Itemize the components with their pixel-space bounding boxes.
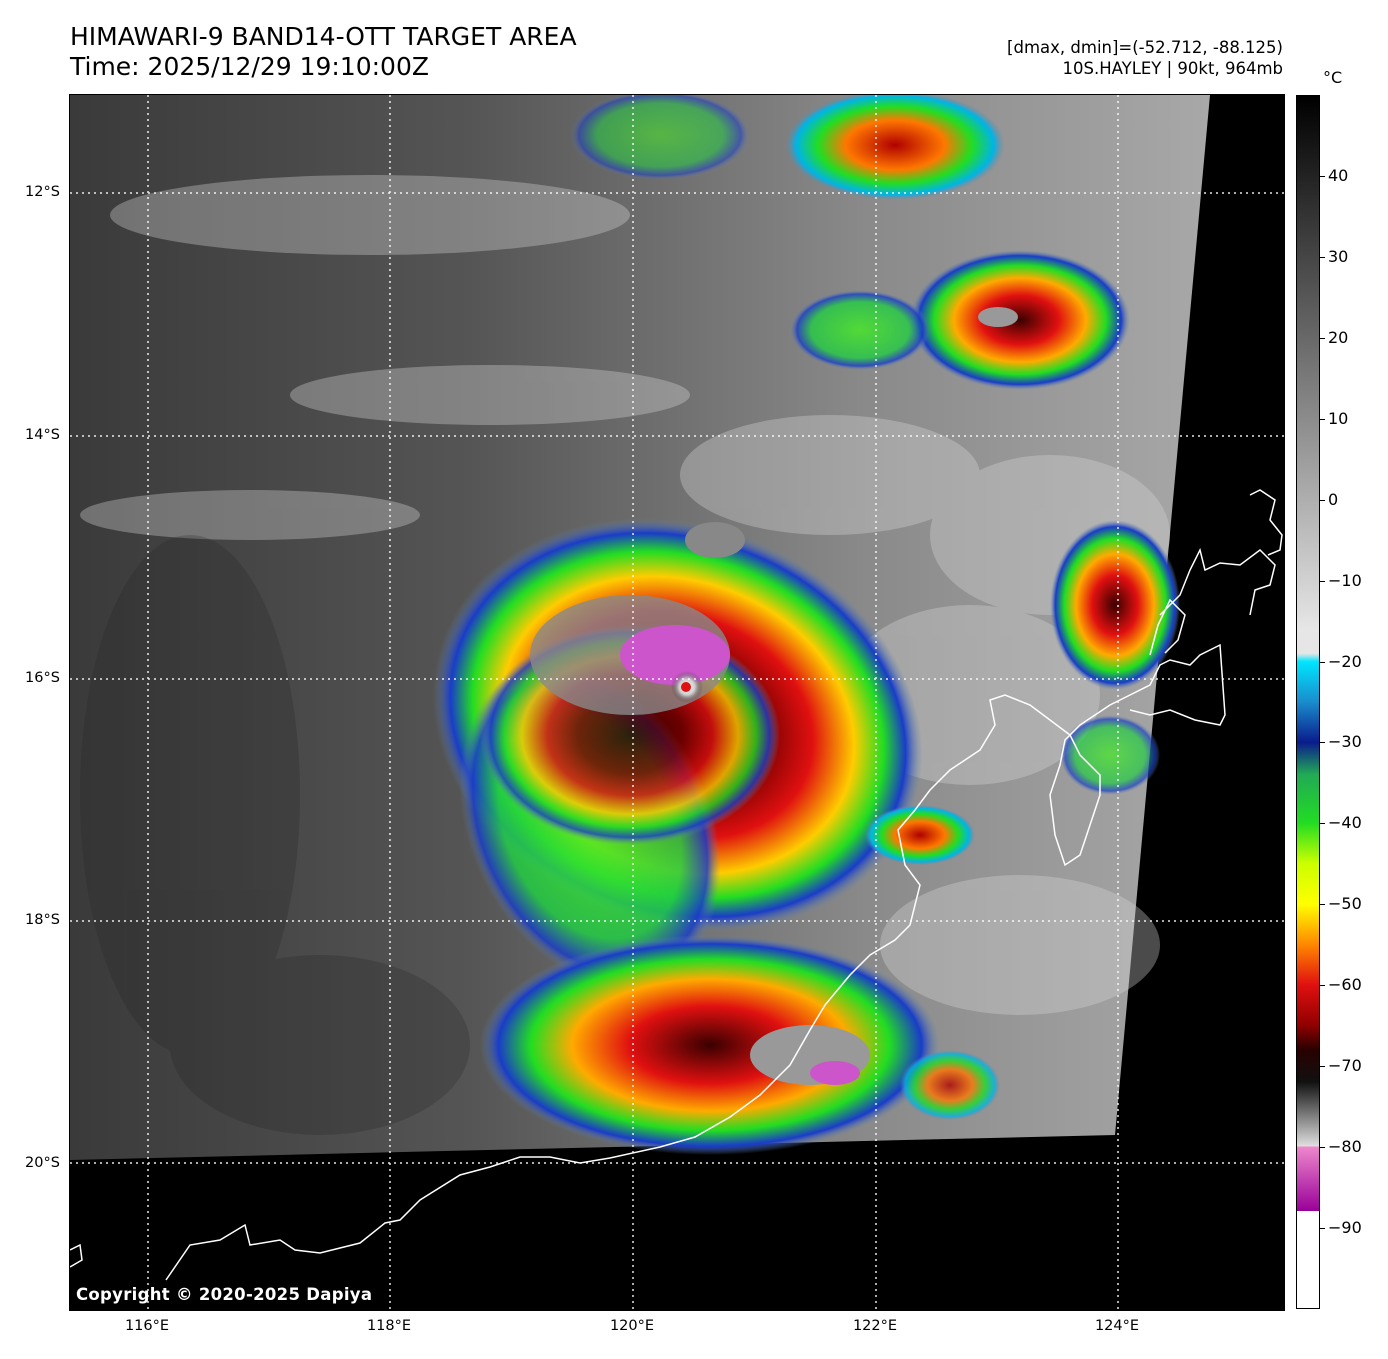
colorbar-tick bbox=[1320, 904, 1325, 906]
lon-label-118e: 118°E bbox=[366, 1318, 412, 1334]
colorbar-tick-label: −10 bbox=[1328, 570, 1362, 590]
colorbar-tick bbox=[1320, 985, 1325, 987]
colorbar-tick-label: −30 bbox=[1328, 732, 1362, 752]
lon-label-116e: 116°E bbox=[124, 1318, 170, 1334]
satellite-imagery bbox=[70, 95, 1284, 1310]
lat-label-20s: 20°S bbox=[25, 1155, 60, 1171]
satellite-map[interactable]: Copyright © 2020-2025 Dapiya bbox=[69, 94, 1285, 1311]
colorbar-tick-label: 30 bbox=[1328, 246, 1349, 266]
colorbar-tick bbox=[1320, 823, 1325, 825]
lat-label-18s: 18°S bbox=[25, 912, 60, 928]
lat-label-16s: 16°S bbox=[25, 670, 60, 686]
lon-label-122e: 122°E bbox=[852, 1318, 898, 1334]
colorbar-tick-label: 20 bbox=[1328, 327, 1349, 347]
colorbar-tick bbox=[1320, 256, 1325, 258]
colorbar-tick bbox=[1320, 1147, 1325, 1149]
storm-info: 10S.HAYLEY | 90kt, 964mb bbox=[1062, 59, 1283, 78]
temperature-colorbar bbox=[1296, 95, 1320, 1309]
colorbar-tick bbox=[1320, 337, 1325, 339]
colorbar-tick-label: 0 bbox=[1328, 489, 1339, 509]
colorbar-tick bbox=[1320, 1066, 1325, 1068]
colorbar-tick bbox=[1320, 499, 1325, 501]
lat-label-14s: 14°S bbox=[25, 427, 60, 443]
colorbar-tick-label: −70 bbox=[1328, 1056, 1362, 1076]
dmax-dmin-readout: [dmax, dmin]=(-52.712, -88.125) bbox=[1007, 38, 1283, 57]
colorbar-tick bbox=[1320, 580, 1325, 582]
image-title: HIMAWARI-9 BAND14-OTT TARGET AREA bbox=[70, 22, 577, 51]
image-timestamp: Time: 2025/12/29 19:10:00Z bbox=[70, 52, 429, 81]
colorbar-tick-label: −40 bbox=[1328, 813, 1362, 833]
colorbar-tick bbox=[1320, 1228, 1325, 1230]
colorbar-tick bbox=[1320, 418, 1325, 420]
lon-label-124e: 124°E bbox=[1094, 1318, 1140, 1334]
colorbar-tick-label: −90 bbox=[1328, 1218, 1362, 1238]
colorbar-tick-label: −80 bbox=[1328, 1137, 1362, 1157]
colorbar-tick bbox=[1320, 175, 1325, 177]
colorbar-tick-label: 10 bbox=[1328, 408, 1349, 428]
colorbar-tick-label: 40 bbox=[1328, 165, 1349, 185]
lon-label-120e: 120°E bbox=[609, 1318, 655, 1334]
colorbar-tick-label: −60 bbox=[1328, 975, 1362, 995]
lat-label-12s: 12°S bbox=[25, 184, 60, 200]
colorbar-tick-label: −20 bbox=[1328, 651, 1362, 671]
colorbar-unit: °C bbox=[1323, 68, 1343, 87]
copyright-notice: Copyright © 2020-2025 Dapiya bbox=[76, 1285, 373, 1304]
colorbar-tick bbox=[1320, 742, 1325, 744]
colorbar-tick bbox=[1320, 661, 1325, 663]
colorbar-tick-label: −50 bbox=[1328, 894, 1362, 914]
